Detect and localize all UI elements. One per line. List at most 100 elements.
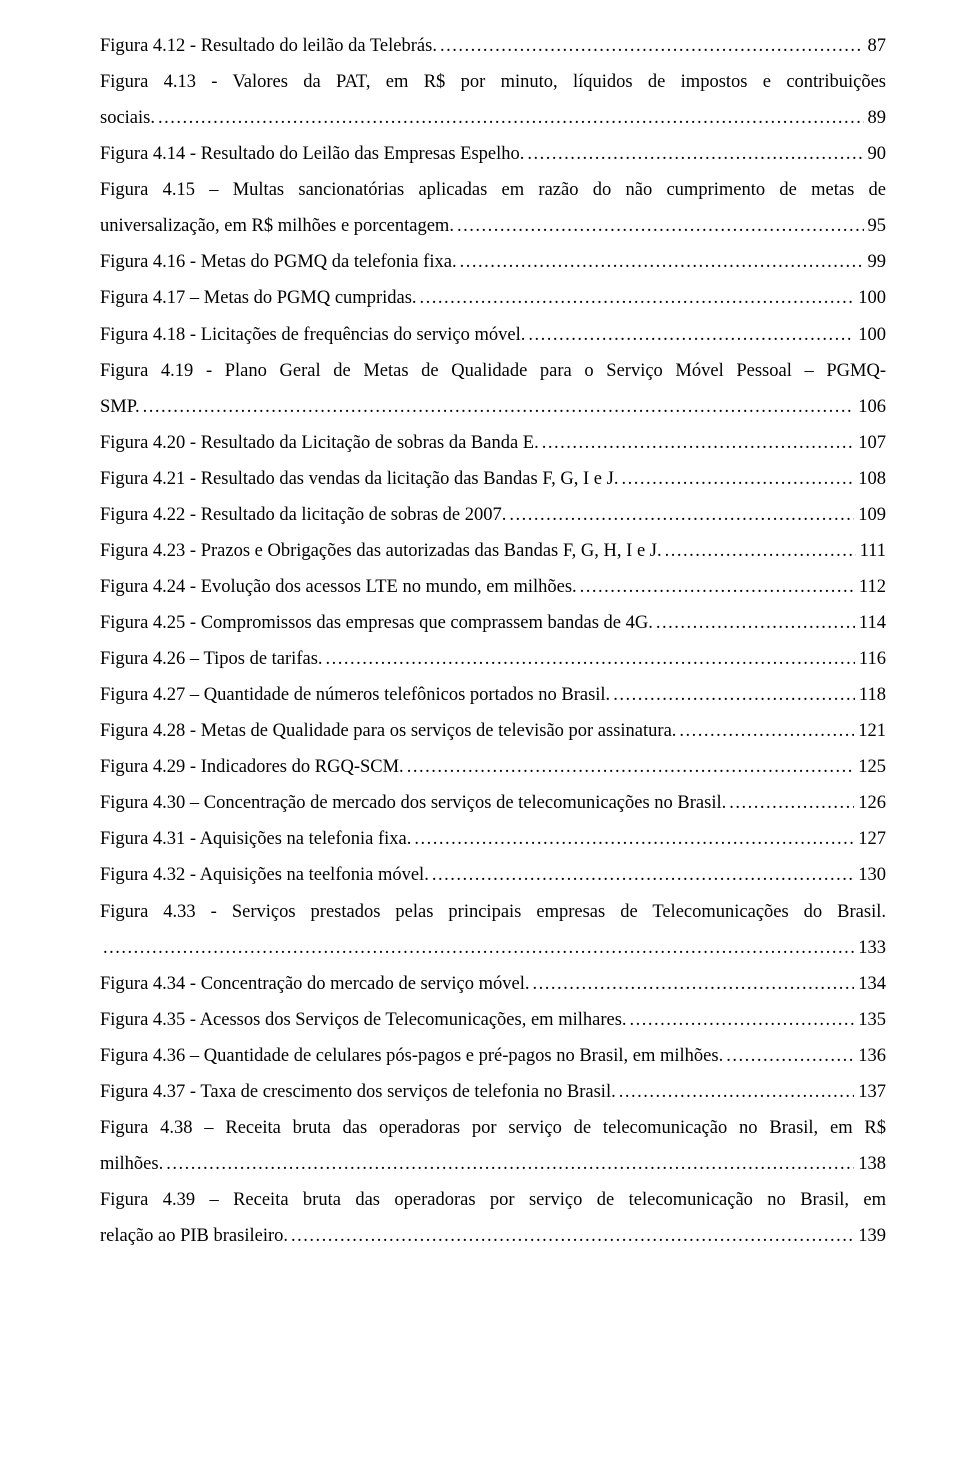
page-number: 100 [854, 317, 886, 353]
page-number: 90 [864, 136, 887, 172]
dot-leader [577, 569, 855, 605]
figure-entry: Figura 4.29 - Indicadores do RGQ-SCM. 12… [100, 749, 886, 785]
figure-entry: Figura 4.14 - Resultado do Leilão das Em… [100, 136, 886, 172]
figure-entry: Figura 4.25 - Compromissos das empresas … [100, 605, 886, 641]
dot-leader [411, 821, 854, 857]
dot-leader [627, 1002, 855, 1038]
page-number: 137 [854, 1074, 886, 1110]
dot-leader [417, 280, 855, 316]
figure-label: milhões. [100, 1146, 163, 1182]
figure-label-line: Figura 4.19 - Plano Geral de Metas de Qu… [100, 353, 886, 389]
figure-entry: Figura 4.12 - Resultado do leilão da Tel… [100, 28, 886, 64]
page-number: 135 [854, 1002, 886, 1038]
dot-leader [163, 1146, 854, 1182]
page-number: 111 [856, 533, 886, 569]
page-number: 116 [855, 641, 886, 677]
figure-entry: Figura 4.18 - Licitações de frequências … [100, 317, 886, 353]
dot-leader [723, 1038, 854, 1074]
figure-entry: Figura 4.20 - Resultado da Licitação de … [100, 425, 886, 461]
figure-label: Figura 4.27 – Quantidade de números tele… [100, 677, 610, 713]
figure-label: Figura 4.26 – Tipos de tarifas. [100, 641, 323, 677]
figure-label: Figura 4.28 - Metas de Qualidade para os… [100, 713, 676, 749]
figure-entry: sociais. 89 [100, 100, 886, 136]
page-number: 133 [854, 930, 886, 966]
figure-label: sociais. [100, 100, 155, 136]
list-of-figures: Figura 4.12 - Resultado do leilão da Tel… [100, 28, 886, 1254]
figure-entry: Figura 4.37 - Taxa de crescimento dos se… [100, 1074, 886, 1110]
figure-label-line: Figura 4.38 – Receita bruta das operador… [100, 1110, 886, 1146]
page-number: 136 [854, 1038, 886, 1074]
page-number: 114 [855, 605, 886, 641]
figure-entry: SMP. 106 [100, 389, 886, 425]
dot-leader [616, 1074, 855, 1110]
figure-entry: Figura 4.30 – Concentração de mercado do… [100, 785, 886, 821]
figure-label: Figura 4.18 - Licitações de frequências … [100, 317, 525, 353]
dot-leader [457, 244, 864, 280]
dot-leader [454, 208, 864, 244]
figure-entry: Figura 4.21 - Resultado das vendas da li… [100, 461, 886, 497]
figure-label-line: Figura 4.13 - Valores da PAT, em R$ por … [100, 64, 886, 100]
figure-entry: 133 [100, 930, 886, 966]
figure-entry: relação ao PIB brasileiro. 139 [100, 1218, 886, 1254]
figure-label: Figura 4.32 - Aquisições na teelfonia mó… [100, 857, 429, 893]
dot-leader [140, 389, 855, 425]
dot-leader [404, 749, 855, 785]
figure-label: Figura 4.34 - Concentração do mercado de… [100, 966, 529, 1002]
figure-entry: Figura 4.28 - Metas de Qualidade para os… [100, 713, 886, 749]
dot-leader [437, 28, 864, 64]
dot-leader [155, 100, 864, 136]
figure-label: Figura 4.21 - Resultado das vendas da li… [100, 461, 618, 497]
dot-leader [726, 785, 854, 821]
figure-label: Figura 4.35 - Acessos dos Serviços de Te… [100, 1002, 627, 1038]
page-number: 121 [854, 713, 886, 749]
figure-label: SMP. [100, 389, 140, 425]
dot-leader [100, 930, 854, 966]
dot-leader [429, 857, 854, 893]
figure-label: Figura 4.29 - Indicadores do RGQ-SCM. [100, 749, 404, 785]
page-number: 87 [864, 28, 887, 64]
figure-label-line: Figura 4.33 - Serviços prestados pelas p… [100, 894, 886, 930]
page-number: 138 [854, 1146, 886, 1182]
figure-entry: Figura 4.24 - Evolução dos acessos LTE n… [100, 569, 886, 605]
dot-leader [662, 533, 856, 569]
figure-entry: milhões. 138 [100, 1146, 886, 1182]
page-number: 106 [854, 389, 886, 425]
figure-entry: Figura 4.26 – Tipos de tarifas. 116 [100, 641, 886, 677]
page-number: 100 [854, 280, 886, 316]
figure-label: Figura 4.22 - Resultado da licitação de … [100, 497, 506, 533]
page-number: 125 [854, 749, 886, 785]
page-number: 109 [854, 497, 886, 533]
figure-entry: Figura 4.27 – Quantidade de números tele… [100, 677, 886, 713]
figure-label-line: Figura 4.15 – Multas sancionatórias apli… [100, 172, 886, 208]
page-number: 108 [854, 461, 886, 497]
figure-label: Figura 4.36 – Quantidade de celulares pó… [100, 1038, 723, 1074]
figure-label: Figura 4.31 - Aquisições na telefonia fi… [100, 821, 411, 857]
figure-entry: Figura 4.22 - Resultado da licitação de … [100, 497, 886, 533]
figure-entry: Figura 4.35 - Acessos dos Serviços de Te… [100, 1002, 886, 1038]
figure-label: Figura 4.30 – Concentração de mercado do… [100, 785, 726, 821]
figure-entry: Figura 4.31 - Aquisições na telefonia fi… [100, 821, 886, 857]
figure-label: Figura 4.14 - Resultado do Leilão das Em… [100, 136, 524, 172]
figure-label: Figura 4.16 - Metas do PGMQ da telefonia… [100, 244, 457, 280]
figure-label: Figura 4.12 - Resultado do leilão da Tel… [100, 28, 437, 64]
figure-label-line: Figura 4.39 – Receita bruta das operador… [100, 1182, 886, 1218]
dot-leader [676, 713, 854, 749]
dot-leader [610, 677, 855, 713]
figure-entry: Figura 4.23 - Prazos e Obrigações das au… [100, 533, 886, 569]
figure-entry: Figura 4.36 – Quantidade de celulares pó… [100, 1038, 886, 1074]
dot-leader [618, 461, 854, 497]
page-number: 130 [854, 857, 886, 893]
figure-label: Figura 4.25 - Compromissos das empresas … [100, 605, 653, 641]
page-number: 134 [854, 966, 886, 1002]
dot-leader [323, 641, 855, 677]
dot-leader [506, 497, 854, 533]
figure-label: universalização, em R$ milhões e porcent… [100, 208, 454, 244]
page-number: 126 [854, 785, 886, 821]
page-number: 139 [854, 1218, 886, 1254]
page-number: 112 [855, 569, 886, 605]
dot-leader [288, 1218, 854, 1254]
figure-entry: Figura 4.16 - Metas do PGMQ da telefonia… [100, 244, 886, 280]
figure-label: relação ao PIB brasileiro. [100, 1218, 288, 1254]
figure-label: Figura 4.20 - Resultado da Licitação de … [100, 425, 539, 461]
figure-entry: universalização, em R$ milhões e porcent… [100, 208, 886, 244]
